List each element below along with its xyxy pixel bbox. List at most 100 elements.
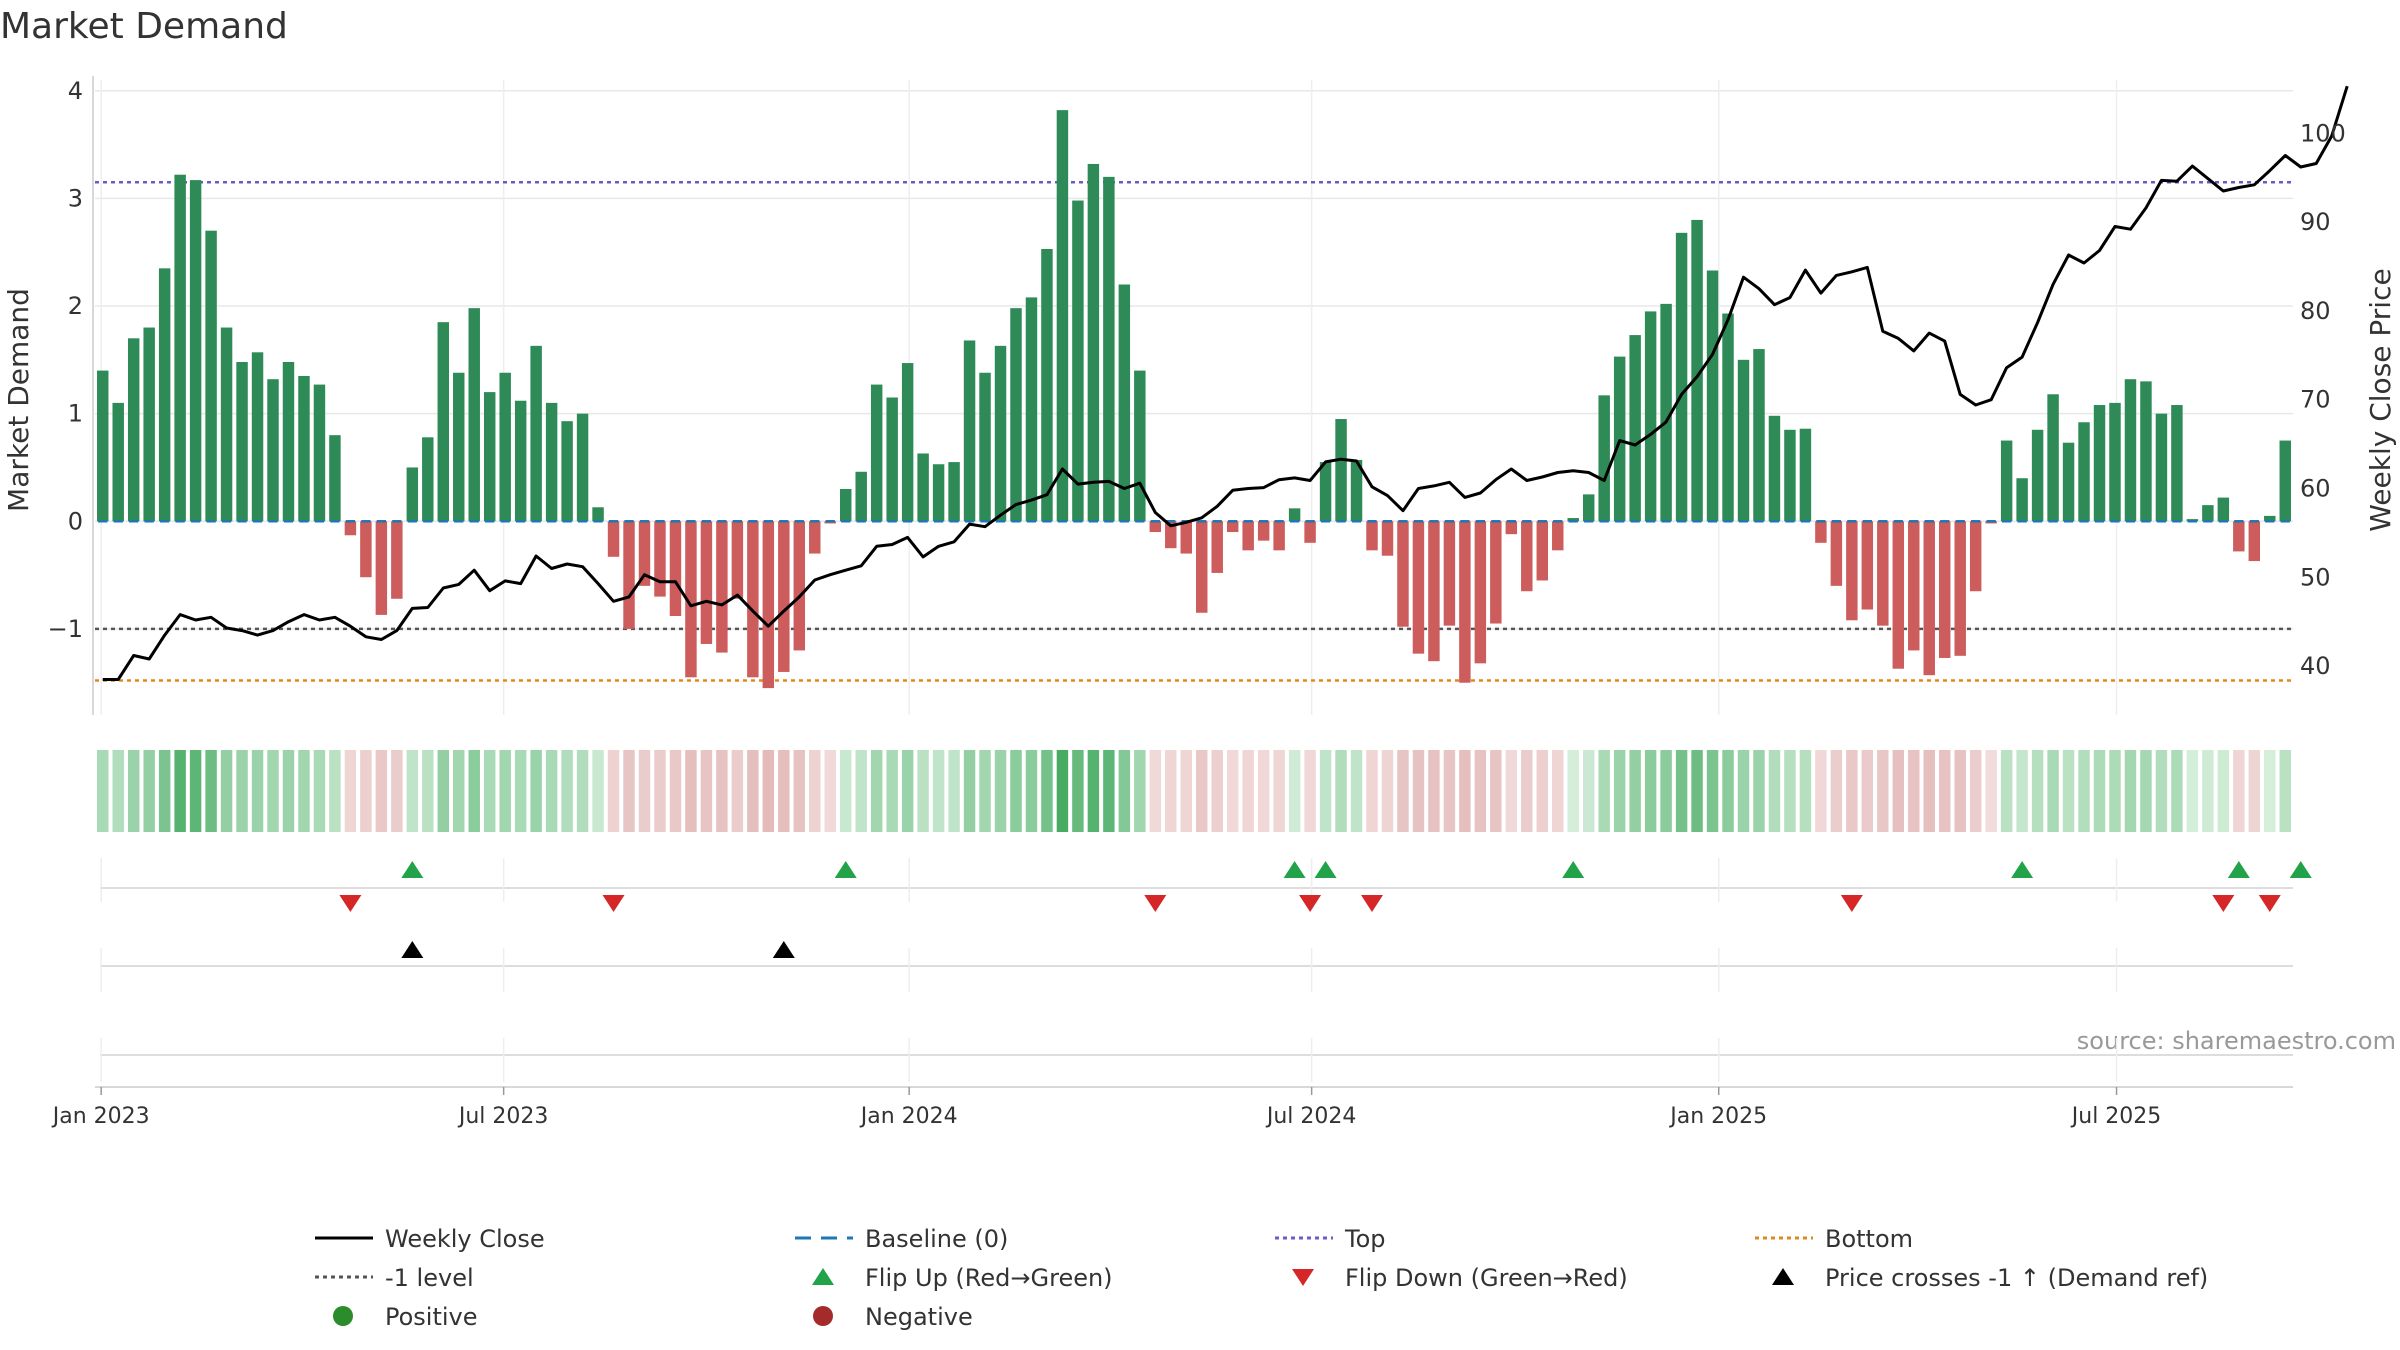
demand-bar bbox=[1861, 521, 1874, 610]
y-tick-left: −1 bbox=[48, 615, 83, 643]
demand-bar bbox=[1598, 395, 1610, 522]
heatstrip-cell bbox=[2124, 750, 2137, 832]
heatstrip-cell bbox=[375, 750, 388, 832]
flip-down-marker bbox=[1840, 895, 1863, 912]
demand-bar bbox=[1969, 521, 1982, 592]
legend-label: Bottom bbox=[1825, 1225, 1913, 1253]
demand-bar bbox=[623, 521, 635, 629]
demand-bar bbox=[2171, 405, 2183, 522]
demand-bar bbox=[1397, 521, 1409, 627]
demand-bar bbox=[220, 327, 233, 522]
legend-swatch bbox=[1772, 1268, 1794, 1285]
y-tick-left: 3 bbox=[68, 184, 83, 212]
demand-bar bbox=[607, 521, 620, 557]
y-tick-right: 100 bbox=[2300, 119, 2346, 147]
heatstrip-cell bbox=[1072, 750, 1084, 832]
heatstrip-cell bbox=[1954, 750, 1966, 832]
demand-bar bbox=[948, 462, 960, 522]
demand-bar bbox=[1552, 521, 1564, 551]
heatstrip-cell bbox=[638, 750, 651, 832]
heatstrip-cell bbox=[143, 750, 155, 832]
demand-bar bbox=[932, 464, 945, 522]
heatstrip-cell bbox=[592, 750, 604, 832]
heatstrip-cell bbox=[1660, 750, 1672, 832]
y-tick-right: 40 bbox=[2300, 652, 2331, 680]
legend-label: Baseline (0) bbox=[865, 1225, 1008, 1253]
demand-bar bbox=[1242, 521, 1254, 551]
heatstrip-cell bbox=[2093, 750, 2106, 832]
demand-bar bbox=[1180, 521, 1192, 554]
heatstrip-cell bbox=[1412, 750, 1425, 832]
demand-bar bbox=[2031, 429, 2044, 522]
heatstrip-cell bbox=[453, 750, 465, 832]
legend-swatch bbox=[1292, 1269, 1314, 1286]
flip-up-marker bbox=[1314, 861, 1337, 878]
heatstrip-cell bbox=[979, 750, 991, 832]
demand-bar bbox=[809, 521, 821, 554]
heatstrip-cell bbox=[127, 750, 140, 832]
demand-bar bbox=[1846, 521, 1858, 621]
heatstrip-cell bbox=[963, 750, 976, 832]
heatstrip-cell bbox=[886, 750, 898, 832]
heatstrip-cell bbox=[2202, 750, 2214, 832]
y-tick-left: 1 bbox=[68, 400, 83, 428]
demand-bar bbox=[1459, 521, 1471, 683]
flip-down-marker bbox=[1299, 895, 1322, 912]
demand-bar bbox=[886, 397, 898, 522]
heatstrip-cell bbox=[2233, 750, 2245, 832]
heatstrip-cell bbox=[1846, 750, 1858, 832]
demand-bar bbox=[2093, 405, 2106, 522]
heatstrip-cell bbox=[839, 750, 852, 832]
heatstrip-cell bbox=[1366, 750, 1378, 832]
x-tick-label: Jan 2025 bbox=[1668, 1104, 1767, 1129]
demand-bar bbox=[189, 180, 202, 522]
demand-bar bbox=[2062, 442, 2075, 522]
demand-bar bbox=[1443, 521, 1456, 626]
demand-bar bbox=[2047, 394, 2059, 522]
demand-bar bbox=[1613, 356, 1626, 522]
demand-bar bbox=[1567, 518, 1579, 522]
heatstrip-cell bbox=[1165, 750, 1177, 832]
heatstrip-cell bbox=[514, 750, 527, 832]
demand-bar bbox=[530, 345, 542, 522]
right-axis-ticks: 40 50 60 70 80 90 100 bbox=[2300, 119, 2346, 680]
heatstrip-cell bbox=[932, 750, 945, 832]
demand-bar bbox=[205, 230, 217, 522]
heatstrip-cell bbox=[1908, 750, 1920, 832]
demand-bar bbox=[1010, 308, 1022, 522]
heatstrip-cell bbox=[1691, 750, 1703, 832]
heatstrip-cell bbox=[561, 750, 573, 832]
heatstrip-cell bbox=[1226, 750, 1239, 832]
heatstrip-cell bbox=[716, 750, 728, 832]
demand-bar bbox=[1660, 303, 1672, 522]
flip-up-marker bbox=[2289, 861, 2312, 878]
heatstrip-cell bbox=[1474, 750, 1487, 832]
legend-label: -1 level bbox=[385, 1264, 474, 1292]
legend-label: Price crosses -1 ↑ (Demand ref) bbox=[1825, 1264, 2208, 1292]
heatstrip-cell bbox=[824, 750, 836, 832]
heatstrip-cell bbox=[1799, 750, 1812, 832]
price-cross-marker bbox=[772, 941, 795, 958]
heatstrip-cell bbox=[2248, 750, 2261, 832]
heatstrip-cell bbox=[2016, 750, 2028, 832]
demand-bar bbox=[1134, 370, 1146, 522]
demand-bar bbox=[1768, 415, 1781, 522]
demand-bar bbox=[1490, 521, 1502, 624]
weekly-close-line bbox=[102, 85, 2349, 681]
x-tick-label: Jan 2023 bbox=[51, 1104, 150, 1129]
heatstrip-cell bbox=[1134, 750, 1146, 832]
demand-bar bbox=[2248, 521, 2261, 562]
legend-label: Negative bbox=[865, 1303, 973, 1331]
heatstrip-cell bbox=[948, 750, 960, 832]
demand-bar bbox=[127, 338, 140, 522]
heatstrip-cell bbox=[1087, 750, 1100, 832]
demand-bar bbox=[855, 471, 867, 522]
legend-swatch bbox=[333, 1306, 353, 1326]
heatstrip-cell bbox=[2186, 750, 2199, 832]
heatstrip-cell bbox=[731, 750, 744, 832]
demand-bar bbox=[1799, 428, 1812, 522]
demand-bar bbox=[1722, 313, 1734, 522]
heatstrip-cell bbox=[205, 750, 217, 832]
heatstrip-cell bbox=[1319, 750, 1332, 832]
